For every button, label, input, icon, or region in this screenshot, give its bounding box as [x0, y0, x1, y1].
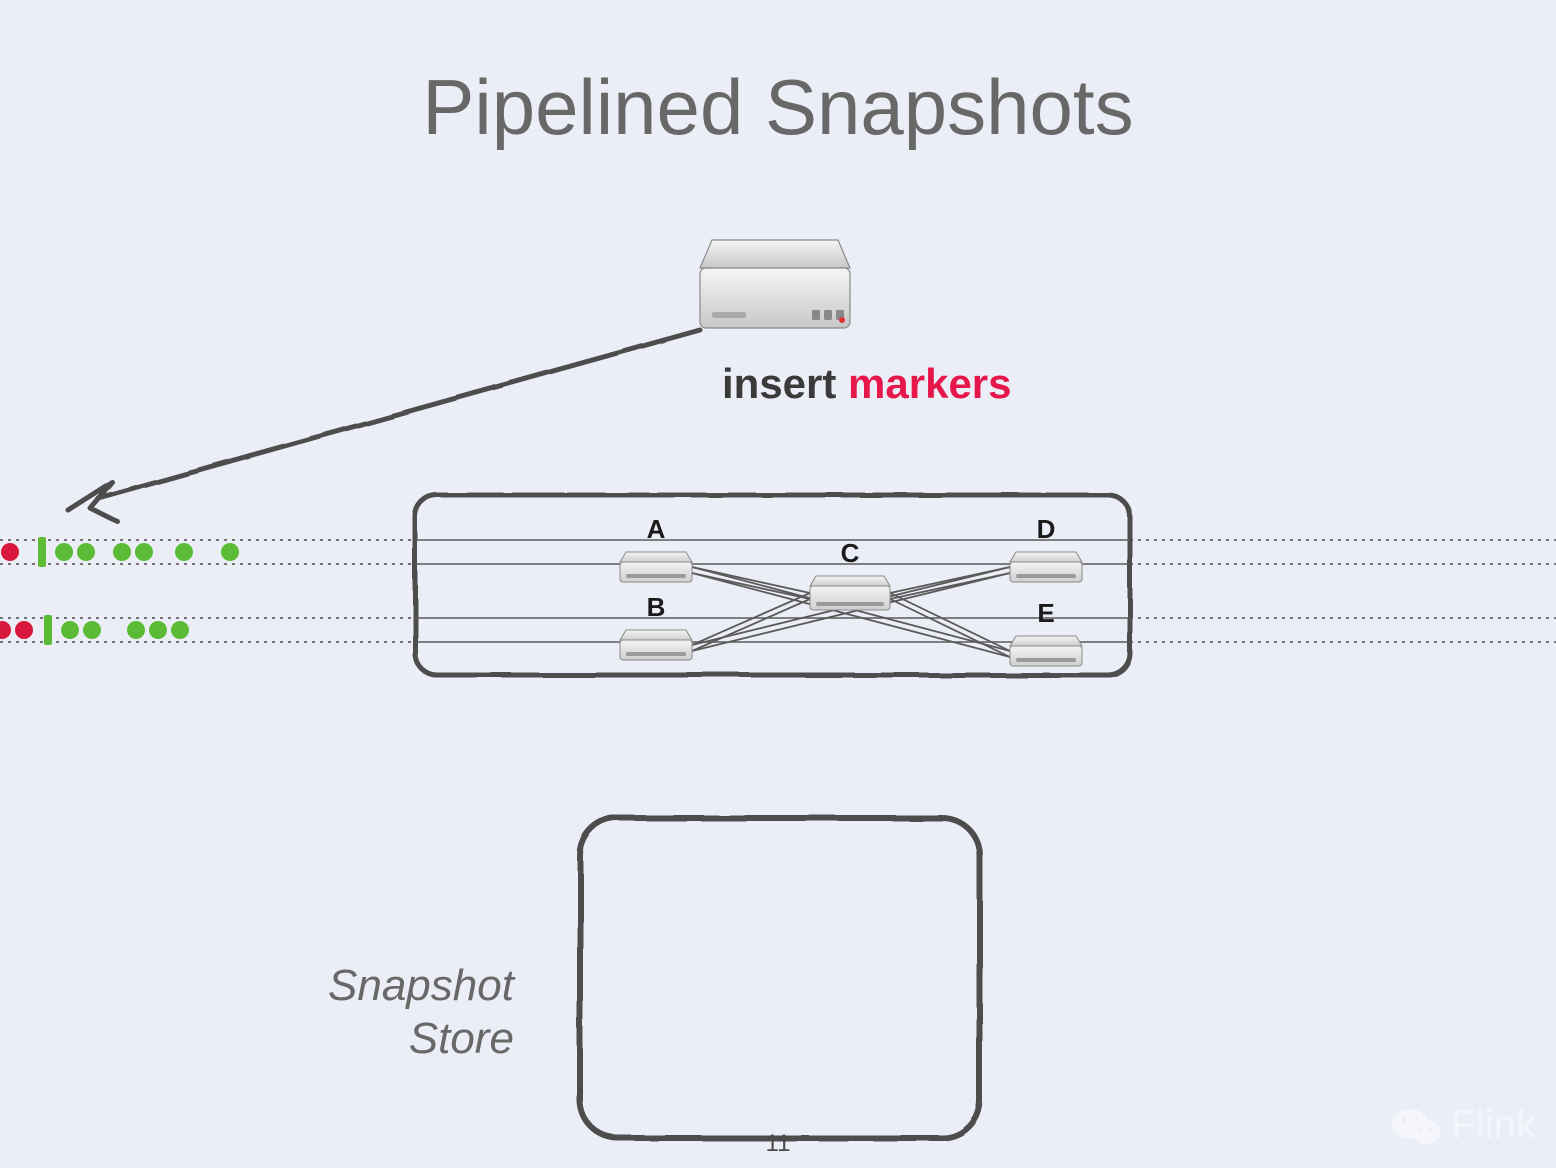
svg-text:A: A	[647, 514, 666, 544]
node-B: B	[620, 592, 692, 660]
svg-text:E: E	[1037, 598, 1054, 628]
coordinator-server-icon	[700, 240, 850, 328]
snapshot-store-line2: Store	[328, 1013, 514, 1066]
slide: A B C D E Pipelined Snapshots insert markers…	[0, 0, 1556, 1168]
insert-markers-label: insert markers	[722, 360, 1012, 408]
insert-markers-highlight: markers	[848, 360, 1011, 407]
wechat-icon	[1392, 1106, 1442, 1146]
insert-markers-prefix: insert	[722, 360, 848, 407]
svg-text:D: D	[1037, 514, 1056, 544]
diagram-svg: A B C D E	[0, 0, 1556, 1168]
flink-watermark: Flink	[1392, 1103, 1536, 1148]
snapshot-store-label: Snapshot Store	[328, 960, 514, 1066]
node-D: D	[1010, 514, 1082, 582]
watermark-text: Flink	[1452, 1103, 1536, 1148]
node-A: A	[620, 514, 692, 582]
page-number: 11	[0, 1130, 1556, 1158]
node-E: E	[1010, 598, 1082, 666]
slide-title: Pipelined Snapshots	[0, 62, 1556, 153]
svg-text:C: C	[841, 538, 860, 568]
snapshot-store-line1: Snapshot	[328, 960, 514, 1013]
node-C: C	[810, 538, 890, 610]
svg-text:B: B	[647, 592, 666, 622]
